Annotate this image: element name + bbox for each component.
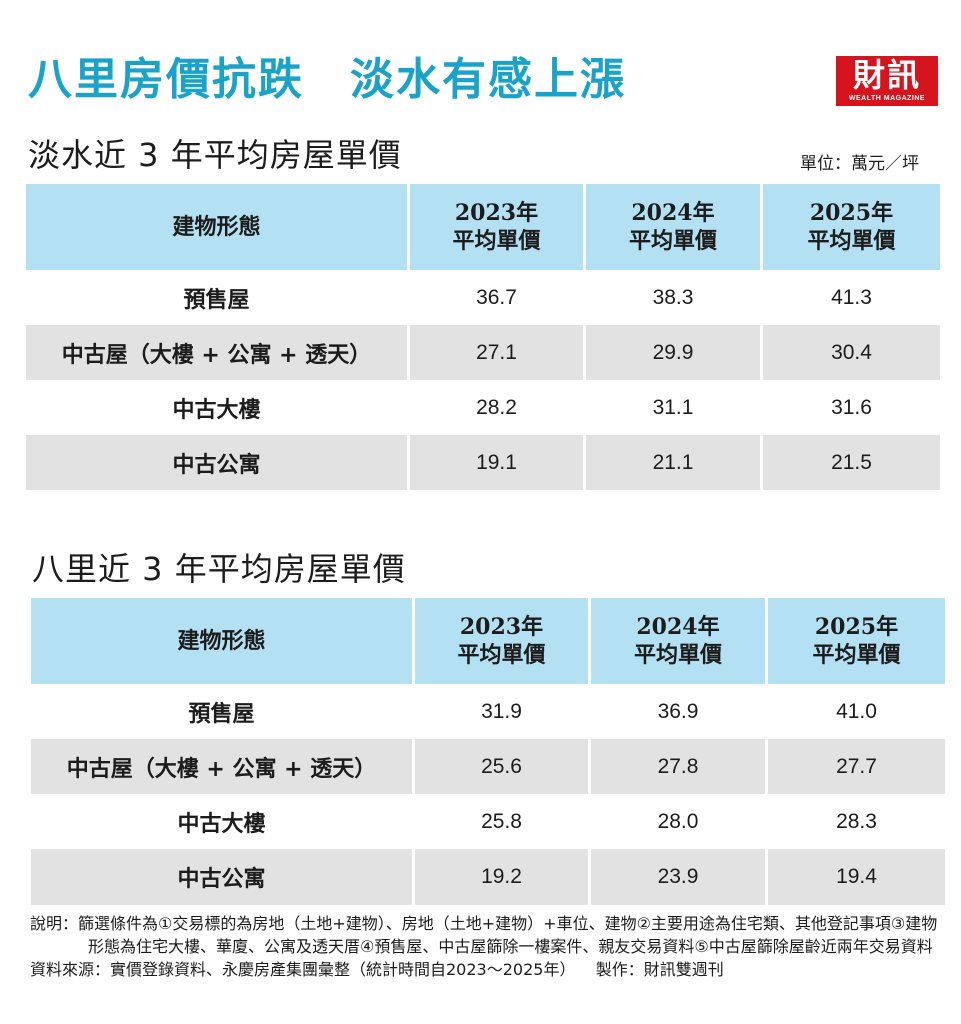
headline: 八里房價抗跌 淡水有感上漲 <box>28 54 626 105</box>
value-presale-2023: 36.7 <box>476 285 517 309</box>
value-resale-apartment-2024: 23.9 <box>591 849 765 905</box>
header-2023-metric: 平均單價 <box>452 228 541 254</box>
value-resale-tower-2023: 25.8 <box>481 809 522 833</box>
value-presale-2023: 31.9 <box>481 699 522 723</box>
value-resale-all-2024: 29.9 <box>586 325 760 380</box>
value-presale-2025: 41.0 <box>836 699 877 723</box>
logo-text: 財訊 <box>852 56 921 94</box>
price-table-tamsui: 建物形態 2023年 平均單價 2024年 平均單價 2025年 平均單價 預售屋 3… <box>26 184 940 490</box>
value-resale-apartment-2025: 21.5 <box>763 435 940 490</box>
credit-note: 製作：財訊雙週刊 <box>595 960 724 979</box>
header-2023-year: 2023年 <box>459 614 544 640</box>
header-2025-year: 2025年 <box>814 614 899 640</box>
price-table-bali: 建物形態 2023年 平均單價 2024年 平均單價 2025年 平均單價 預售屋 3… <box>31 598 945 905</box>
header-2023: 2023年 平均單價 <box>410 184 583 270</box>
header-building-type-label: 建物形態 <box>172 214 261 240</box>
header-2024-year: 2024年 <box>631 200 715 226</box>
unit-label: 單位：萬元／坪 <box>800 154 919 174</box>
header-building-type-label: 建物形態 <box>177 628 266 654</box>
value-resale-tower-2023: 28.2 <box>476 395 517 419</box>
value-resale-all-2025: 27.7 <box>768 739 945 794</box>
row-label-resale-apartment: 中古公寓 <box>31 849 412 905</box>
source-note: 資料來源：實價登錄資料、永慶房產集團彙整（統計時間自2023～2025年） <box>30 960 576 979</box>
header-building-type: 建物形態 <box>31 598 412 684</box>
source-line: 資料來源：實價登錄資料、永慶房產集團彙整（統計時間自2023～2025年） 製作… <box>30 958 950 981</box>
value-presale-2024: 36.9 <box>657 699 699 723</box>
row-label-resale-tower: 中古大樓 <box>172 397 261 423</box>
row-label-presale: 預售屋 <box>183 287 250 313</box>
header-2024-year: 2024年 <box>636 614 720 640</box>
publisher-logo: 財訊 WEALTH MAGAZINE <box>836 56 938 106</box>
header-2024: 2024年 平均單價 <box>586 184 760 270</box>
explanation-note: 說明：篩選條件為①交易標的為房地（土地+建物）、房地（土地+建物）+車位、建物②… <box>30 914 938 956</box>
value-resale-apartment-2023: 19.2 <box>415 849 588 905</box>
value-resale-apartment-2023: 19.1 <box>410 435 583 490</box>
footnotes: 說明：篩選條件為①交易標的為房地（土地+建物）、房地（土地+建物）+車位、建物②… <box>30 912 950 981</box>
header-2023: 2023年 平均單價 <box>415 598 588 684</box>
row-label-presale: 預售屋 <box>188 701 255 727</box>
header-2024-metric: 平均單價 <box>628 228 717 254</box>
value-resale-apartment-2025: 19.4 <box>768 849 945 905</box>
header-2025-metric: 平均單價 <box>807 228 896 254</box>
header-2024: 2024年 平均單價 <box>591 598 765 684</box>
row-label-resale-all: 中古屋（大樓 + 公寓 + 透天） <box>26 325 407 380</box>
header-2025: 2025年 平均單價 <box>763 184 940 270</box>
row-label-resale-tower: 中古大樓 <box>177 811 266 837</box>
table-title-bali: 八里近 3 年平均房屋單價 <box>32 550 406 588</box>
header-2023-year: 2023年 <box>454 200 539 226</box>
header-2024-metric: 平均單價 <box>633 642 722 668</box>
row-label-resale-apartment: 中古公寓 <box>26 435 407 490</box>
value-resale-tower-2025: 28.3 <box>836 809 877 833</box>
value-presale-2024: 38.3 <box>652 285 694 309</box>
header-2025-metric: 平均單價 <box>812 642 901 668</box>
row-label-resale-all: 中古屋（大樓 + 公寓 + 透天） <box>31 739 412 794</box>
value-resale-tower-2025: 31.6 <box>831 395 872 419</box>
table-title-tamsui: 淡水近 3 年平均房屋單價 <box>28 136 402 174</box>
value-presale-2025: 41.3 <box>831 285 872 309</box>
value-resale-tower-2024: 28.0 <box>657 809 699 833</box>
value-resale-tower-2024: 31.1 <box>652 395 694 419</box>
value-resale-all-2025: 30.4 <box>763 325 940 380</box>
logo-subtext: WEALTH MAGAZINE <box>848 95 926 102</box>
header-2025-year: 2025年 <box>809 200 894 226</box>
value-resale-all-2023: 27.1 <box>410 325 583 380</box>
header-building-type: 建物形態 <box>26 184 407 270</box>
value-resale-all-2024: 27.8 <box>591 739 765 794</box>
value-resale-all-2023: 25.6 <box>415 739 588 794</box>
header-2025: 2025年 平均單價 <box>768 598 945 684</box>
value-resale-apartment-2024: 21.1 <box>586 435 760 490</box>
header-2023-metric: 平均單價 <box>457 642 546 668</box>
